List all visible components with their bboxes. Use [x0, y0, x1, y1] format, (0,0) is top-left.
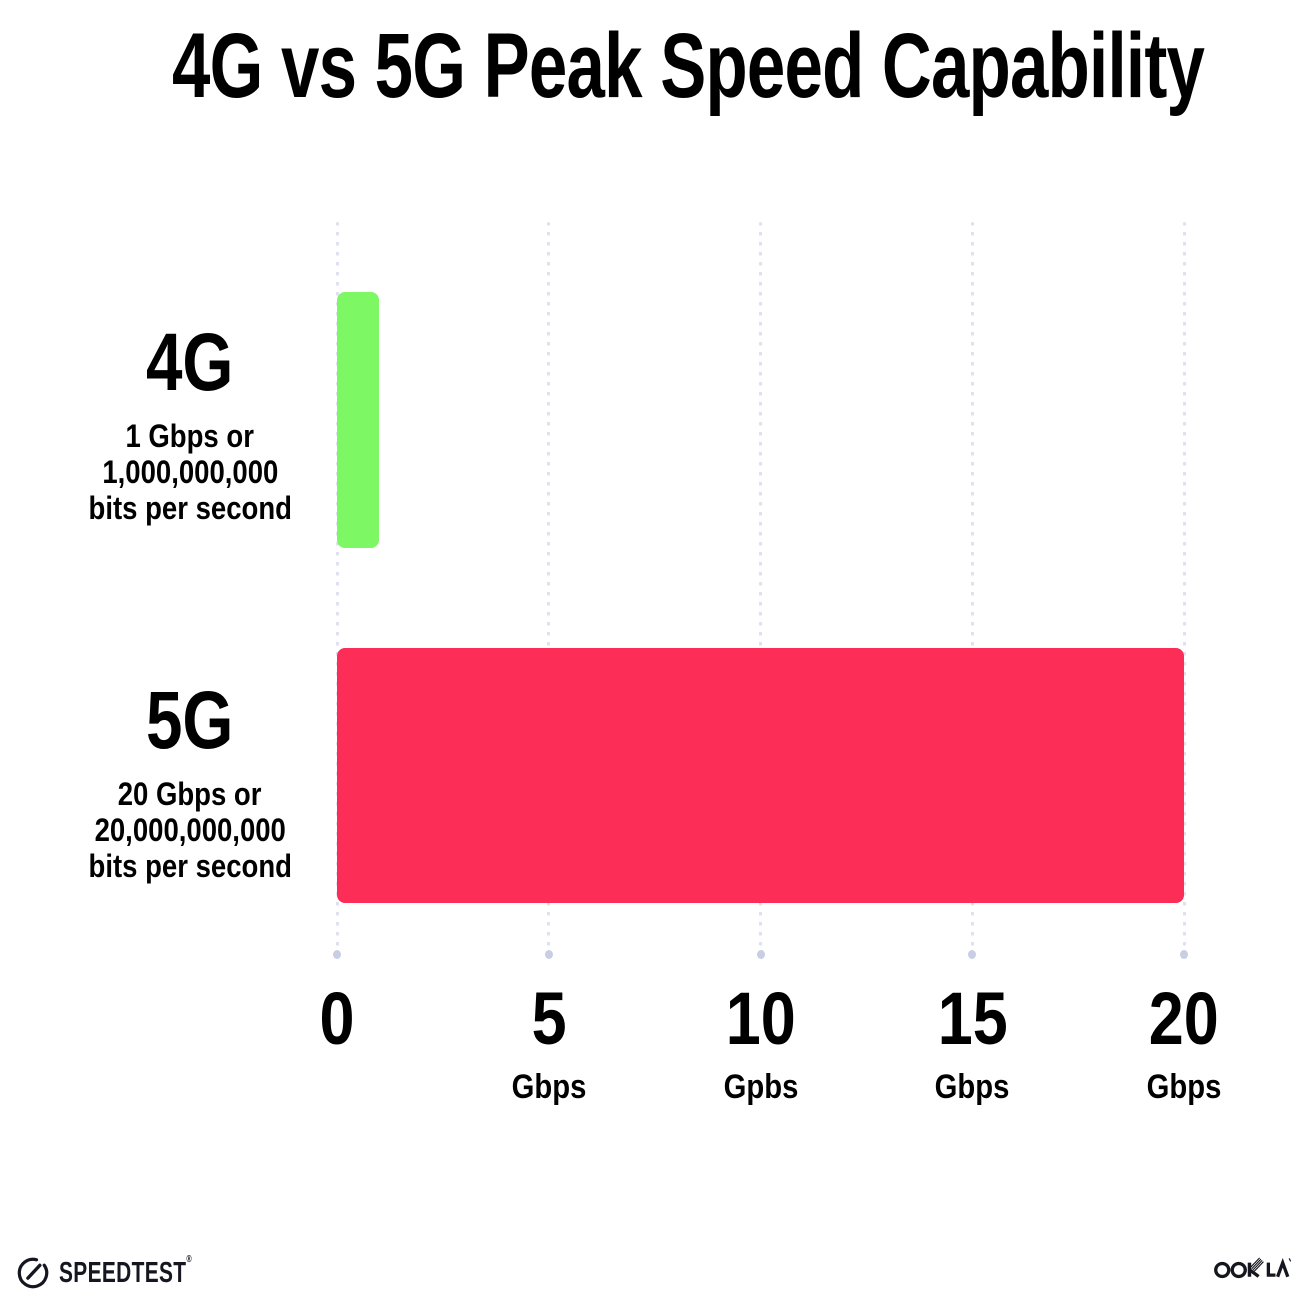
row-label-4g: 4G 1 Gbps or 1,000,000,000 bits per seco…	[40, 317, 340, 527]
row-sub-4g-line1: 1 Gbps or	[125, 418, 255, 454]
row-sub-5g-line1: 20 Gbps or	[118, 776, 262, 812]
row-label-5g: 5G 20 Gbps or 20,000,000,000 bits per se…	[40, 675, 340, 885]
ookla-wordmark-icon	[1214, 1257, 1292, 1279]
chart-title: 4G vs 5G Peak Speed Capability	[0, 18, 1308, 115]
speedtest-gauge-icon	[17, 1257, 49, 1289]
axis-tick-number: 20	[1149, 977, 1219, 1060]
x-axis: 0 5 Gbps 10 Gpbs 15 Gbps 20 Gbps	[0, 982, 1308, 1112]
axis-tick-number: 15	[937, 977, 1008, 1060]
chart-title-text: 4G vs 5G Peak Speed Capability	[172, 15, 1205, 117]
row-sub-5g-line3: bits per second	[88, 848, 292, 884]
bar-4g	[337, 292, 380, 548]
gridline-0	[333, 222, 341, 959]
axis-tick-unit: Gbps	[934, 1068, 1010, 1106]
speedtest-trademark: ®	[186, 1253, 192, 1265]
row-sub-4g-line2: 1,000,000,000	[101, 454, 278, 490]
axis-tick-5: 5 Gbps	[505, 977, 592, 1106]
axis-tick-number: 10	[725, 977, 796, 1060]
axis-tick-15: 15 Gbps	[929, 977, 1016, 1106]
ookla-logo	[1214, 1252, 1292, 1287]
speedtest-logo: SPEEDTEST®	[16, 1253, 243, 1293]
axis-tick-0: 0	[316, 982, 357, 1056]
axis-tick-number: 5	[531, 977, 567, 1060]
axis-tick-unit: Gpbs	[723, 1068, 798, 1106]
gridline-5	[544, 222, 553, 959]
speedtest-wordmark: SPEEDTEST®	[59, 1253, 192, 1289]
row-sub-4g-line3: bits per second	[88, 490, 292, 526]
axis-tick-unit: Gbps	[1146, 1068, 1222, 1106]
axis-tick-unit: Gbps	[511, 1068, 587, 1106]
axis-tick-20: 20 Gbps	[1141, 977, 1228, 1106]
gridline-15	[968, 222, 977, 959]
row-name-4g: 4G	[146, 317, 234, 408]
row-name-5g: 5G	[146, 675, 234, 766]
row-sub-5g-line2: 20,000,000,000	[94, 812, 286, 848]
axis-tick-number: 0	[319, 977, 355, 1060]
gridline-20	[1180, 222, 1188, 959]
plot-area	[333, 222, 1188, 959]
axis-tick-10: 10 Gpbs	[717, 977, 804, 1106]
bar-5g	[337, 648, 1184, 903]
gridline-10	[756, 222, 765, 959]
